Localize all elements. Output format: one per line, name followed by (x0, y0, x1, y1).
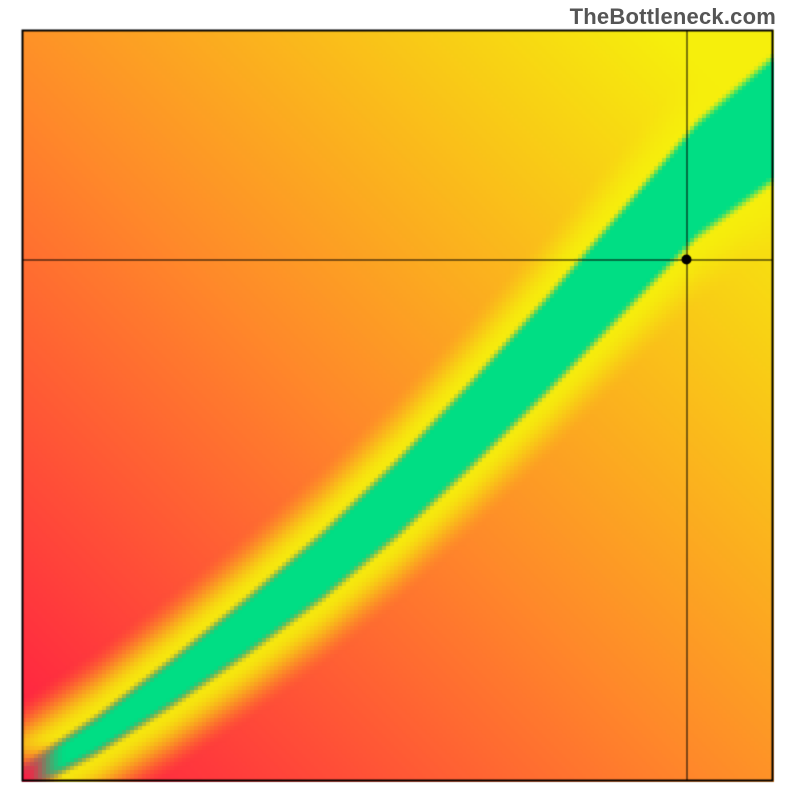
watermark-text: TheBottleneck.com (570, 4, 776, 30)
chart-container: TheBottleneck.com (0, 0, 800, 800)
bottleneck-heatmap (0, 0, 800, 800)
